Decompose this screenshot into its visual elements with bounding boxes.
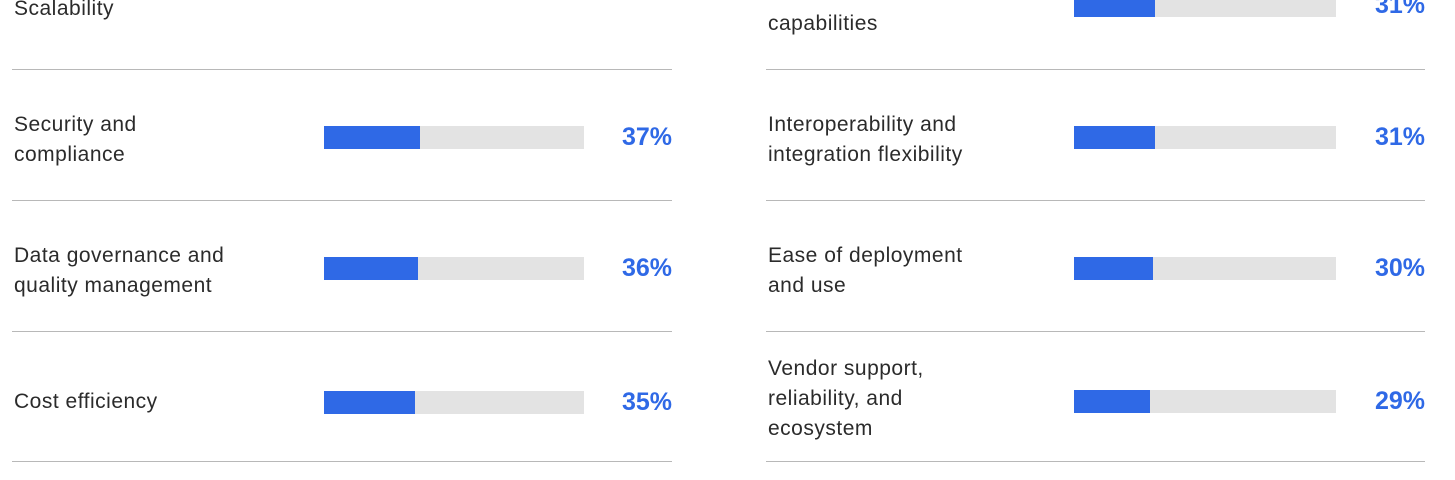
row-label-line: capabilities [768,12,878,35]
row-label: Ease of deployment and use [768,241,963,301]
value-label: 31% [1374,123,1425,151]
row-label-line: and use [768,274,847,297]
bar-track [324,125,584,149]
row-label: Vendor support, reliability, and ecosystem [768,354,924,444]
row-label: AI and automation capabilities [768,0,947,39]
bar-fill [1074,389,1150,413]
value-label: 29% [1374,387,1425,415]
row-label-line: Cost efficiency [14,390,158,413]
row-label-line: Data governance and [14,244,225,267]
row-label: Cost efficiency [14,387,158,417]
bar-fill [1074,256,1153,280]
value-label: 36% [621,254,672,282]
value-label: 37% [621,123,672,151]
value-label: 31% [1374,0,1425,19]
row-label: Scalability [14,0,114,24]
chart-row: Security and compliance 37% [12,70,672,201]
row-label-line: Security and [14,113,137,136]
bar-fill [324,390,415,414]
chart-row: Interoperability and integration flexibil… [766,70,1425,201]
chart-row: Scalability40% [12,0,672,70]
bar-track [1074,256,1336,280]
bar-fill [324,256,418,280]
bar-fill [1074,0,1156,17]
chart-row: AI and automation capabilities 31% [766,0,1425,70]
bar-track [1074,125,1336,149]
bar-fill [324,125,421,149]
row-label-line: Ease of deployment [768,244,963,267]
bar-track [1074,0,1336,17]
row-label: Security and compliance [14,110,137,170]
row-label-line: Interoperability and [768,113,957,136]
chart-row: Vendor support, reliability, and ecosystem… [766,332,1425,462]
bar-fill [1074,125,1156,149]
row-label-line: reliability, and [768,387,903,410]
value-label: 35% [621,388,672,416]
bar-track [1074,389,1336,413]
row-label-line: integration flexibility [768,143,963,166]
bar-track [324,256,584,280]
chart-row: Ease of deployment and use 30% [766,201,1425,332]
chart-row: Data governance and quality management 36% [12,201,672,332]
row-label-line: quality management [14,274,213,297]
value-label: 30% [1374,254,1425,282]
row-label-line: ecosystem [768,417,873,440]
row-label-line: AI and automation [768,0,947,9]
chart-row: Cost efficiency 35% [12,332,672,462]
row-label-line: Scalability [14,0,115,20]
bar-track [324,390,584,414]
row-label-line: Vendor support, [768,357,924,380]
row-label-line: compliance [14,143,126,166]
row-label: Interoperability and integration flexibil… [768,110,963,170]
row-label: Data governance and quality management [14,241,224,301]
